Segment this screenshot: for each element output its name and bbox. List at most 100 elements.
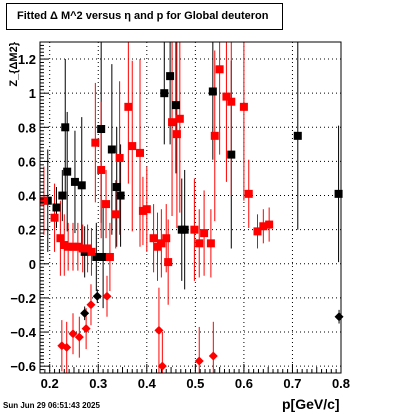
data-point bbox=[149, 234, 158, 243]
data-point bbox=[168, 118, 177, 127]
data-point bbox=[195, 239, 204, 248]
data-point bbox=[105, 252, 114, 261]
data-point bbox=[74, 332, 84, 342]
x-tick-label: 0.7 bbox=[283, 376, 301, 391]
data-point bbox=[102, 291, 112, 301]
tick-labels: 0.2 0.3 0.4 0.5 0.6 0.7 0.8 −0.6 −0.4 −0.2 0 0.2 0.4… bbox=[10, 52, 350, 391]
data-point bbox=[194, 356, 204, 366]
data-point bbox=[157, 361, 167, 371]
data-point bbox=[208, 87, 217, 96]
data-point bbox=[52, 203, 61, 212]
data-point bbox=[107, 145, 116, 154]
data-point bbox=[253, 227, 262, 236]
x-tick-label: 0.3 bbox=[89, 376, 107, 391]
data-point bbox=[58, 191, 67, 200]
data-point bbox=[68, 329, 78, 339]
data-point bbox=[180, 225, 189, 234]
data-point bbox=[77, 181, 86, 190]
data-point bbox=[64, 242, 73, 251]
data-point bbox=[91, 138, 100, 147]
data-point bbox=[244, 189, 253, 198]
grid bbox=[40, 42, 342, 373]
y-tick-label: −0.6 bbox=[10, 359, 36, 374]
x-tick-label: 0.6 bbox=[235, 376, 253, 391]
data-point bbox=[78, 244, 87, 253]
y-tick-label: 0.6 bbox=[18, 154, 36, 169]
data-point bbox=[62, 342, 72, 352]
data-point bbox=[116, 191, 125, 200]
data-point bbox=[111, 210, 120, 219]
y-tick-label: 0 bbox=[29, 257, 36, 272]
data-point bbox=[222, 92, 231, 101]
axis-ticks bbox=[40, 44, 342, 373]
data-point bbox=[166, 72, 175, 81]
title-delta: Δ bbox=[50, 10, 58, 22]
x-tick-label: 0.5 bbox=[186, 376, 204, 391]
y-tick-label: −0.4 bbox=[10, 325, 36, 340]
y-axis-label: Z_{ΔM2} bbox=[8, 42, 20, 87]
data-point bbox=[61, 123, 70, 132]
y-tick-label: −0.2 bbox=[10, 291, 36, 306]
data-point bbox=[154, 325, 164, 335]
x-tick-label: 0.8 bbox=[332, 376, 350, 391]
data-point bbox=[171, 101, 180, 110]
data-markers bbox=[39, 65, 344, 371]
data-point bbox=[86, 300, 96, 310]
data-point bbox=[334, 189, 343, 198]
y-tick-label: 1 bbox=[29, 86, 36, 101]
data-point bbox=[80, 308, 90, 318]
y-tick-label: 0.8 bbox=[18, 120, 36, 135]
title-box: Fitted Δ M^2 versus η and p for Global d… bbox=[6, 3, 283, 30]
data-point bbox=[190, 225, 199, 234]
data-point bbox=[92, 291, 102, 301]
data-point bbox=[102, 200, 111, 209]
data-point bbox=[92, 252, 101, 261]
chart-title: Fitted Δ M^2 versus η and p for Global d… bbox=[17, 10, 268, 22]
data-point bbox=[70, 177, 79, 186]
title-suffix: and p for Global deuteron bbox=[130, 10, 269, 22]
data-point bbox=[265, 220, 274, 229]
error-bars bbox=[43, 42, 340, 373]
data-point bbox=[87, 247, 96, 256]
data-point bbox=[206, 239, 215, 248]
data-point bbox=[208, 351, 218, 361]
data-point bbox=[142, 205, 151, 214]
plot-frame bbox=[39, 41, 342, 374]
y-tick-label: 0.2 bbox=[18, 223, 36, 238]
title-mid: M^2 versus bbox=[57, 10, 125, 22]
x-axis-label: p[GeV/c] bbox=[282, 396, 340, 412]
timestamp: Sun Jun 29 06:51:43 2025 bbox=[3, 401, 100, 410]
data-point bbox=[227, 150, 236, 159]
data-point bbox=[69, 242, 78, 251]
data-point bbox=[97, 165, 106, 174]
data-point bbox=[112, 183, 121, 192]
title-prefix: Fitted bbox=[17, 10, 50, 22]
data-point bbox=[50, 213, 59, 222]
y-tick-label: 0.4 bbox=[18, 189, 37, 204]
data-point bbox=[293, 131, 302, 140]
data-point bbox=[175, 114, 184, 123]
data-point bbox=[115, 154, 124, 163]
data-point bbox=[164, 258, 173, 267]
data-point bbox=[73, 242, 82, 251]
data-point bbox=[215, 65, 224, 74]
x-tick-label: 0.4 bbox=[138, 376, 157, 391]
data-point bbox=[157, 239, 166, 248]
data-point bbox=[259, 222, 268, 231]
data-point bbox=[172, 130, 181, 139]
data-point bbox=[63, 167, 72, 176]
data-point bbox=[227, 97, 236, 106]
data-point bbox=[239, 102, 248, 111]
x-tick-label: 0.2 bbox=[41, 376, 59, 391]
data-point bbox=[124, 102, 133, 111]
data-point bbox=[56, 234, 65, 243]
data-point bbox=[160, 89, 169, 98]
data-point bbox=[81, 324, 91, 334]
data-point bbox=[334, 312, 344, 322]
data-point bbox=[99, 252, 108, 261]
data-point bbox=[97, 125, 106, 134]
data-point bbox=[39, 196, 48, 205]
data-point bbox=[136, 148, 145, 157]
title-eta: η bbox=[124, 10, 131, 22]
